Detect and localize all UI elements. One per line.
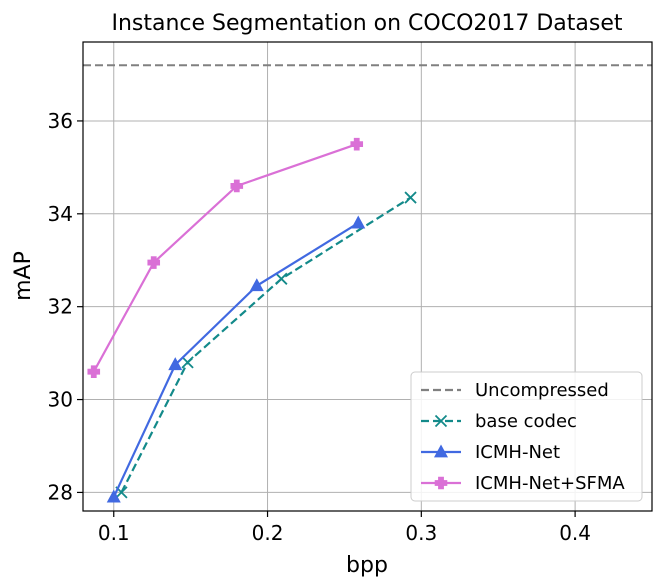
x-axis-label: bpp [346,553,388,578]
legend-label-base-codec: base codec [475,411,577,432]
legend-marker-icmh-net [433,444,449,458]
x-tick-label-3: 0.4 [559,521,591,545]
x-tick-label-1: 0.2 [252,521,284,545]
x-axis-ticks: 0.1 0.2 0.3 0.4 [98,511,591,545]
y-tick-label-1: 30 [48,388,73,412]
chart-title: Instance Segmentation on COCO2017 Datase… [111,11,622,36]
y-tick-label-0: 28 [48,480,73,504]
legend-entry-icmh-net: ICMH-Net [421,442,560,463]
data-point-icmh-net-2 [249,278,264,292]
data-point-icmh-net-0 [106,489,121,503]
plot-frame [82,41,653,512]
data-point-base-codec-2 [275,272,288,285]
x-tick-label-0: 0.1 [98,521,130,545]
series-layer [87,137,417,503]
legend-entry-icmh-net-sfma: ICMH-Net+SFMA [421,473,625,494]
data-point-icmh-net-1 [168,357,183,371]
legend-entry-base-codec: base codec [421,411,577,432]
legend-marker-icmh-net-sfma [434,476,448,490]
legend-label-uncompressed: Uncompressed [475,380,609,401]
data-point-icmh-net-sfma-0 [87,365,101,378]
data-point-icmh-net-sfma-1 [147,256,161,269]
y-axis-label: mAP [11,251,36,301]
y-axis-ticks: 28 30 32 34 36 [48,109,83,504]
y-tick-label-2: 32 [48,295,73,319]
legend-label-icmh-net: ICMH-Net [475,442,560,463]
data-point-icmh-net-sfma-3 [350,137,364,151]
legend-label-icmh-net-sfma: ICMH-Net+SFMA [475,473,625,494]
legend-entry-uncompressed: Uncompressed [421,380,609,401]
legend: Uncompressed base codec ICMH-Net ICMH-Net+S… [410,371,643,502]
series-line-icmh-net [112,222,359,498]
series-line-icmh-net-sfma [92,143,358,373]
data-point-base-codec-1 [181,356,194,369]
data-point-icmh-net-3 [351,215,366,229]
series-icmh-net [106,215,366,503]
y-tick-label-4: 36 [48,109,73,133]
data-point-icmh-net-sfma-2 [230,179,244,193]
legend-marker-base-codec [434,414,448,428]
series-line-base-codec [120,196,412,493]
x-tick-label-2: 0.3 [405,521,437,545]
legend-frame [410,371,643,502]
y-tick-label-3: 34 [48,202,73,226]
series-icmh-net-sfma [87,137,364,378]
data-point-base-codec-3 [404,191,417,204]
